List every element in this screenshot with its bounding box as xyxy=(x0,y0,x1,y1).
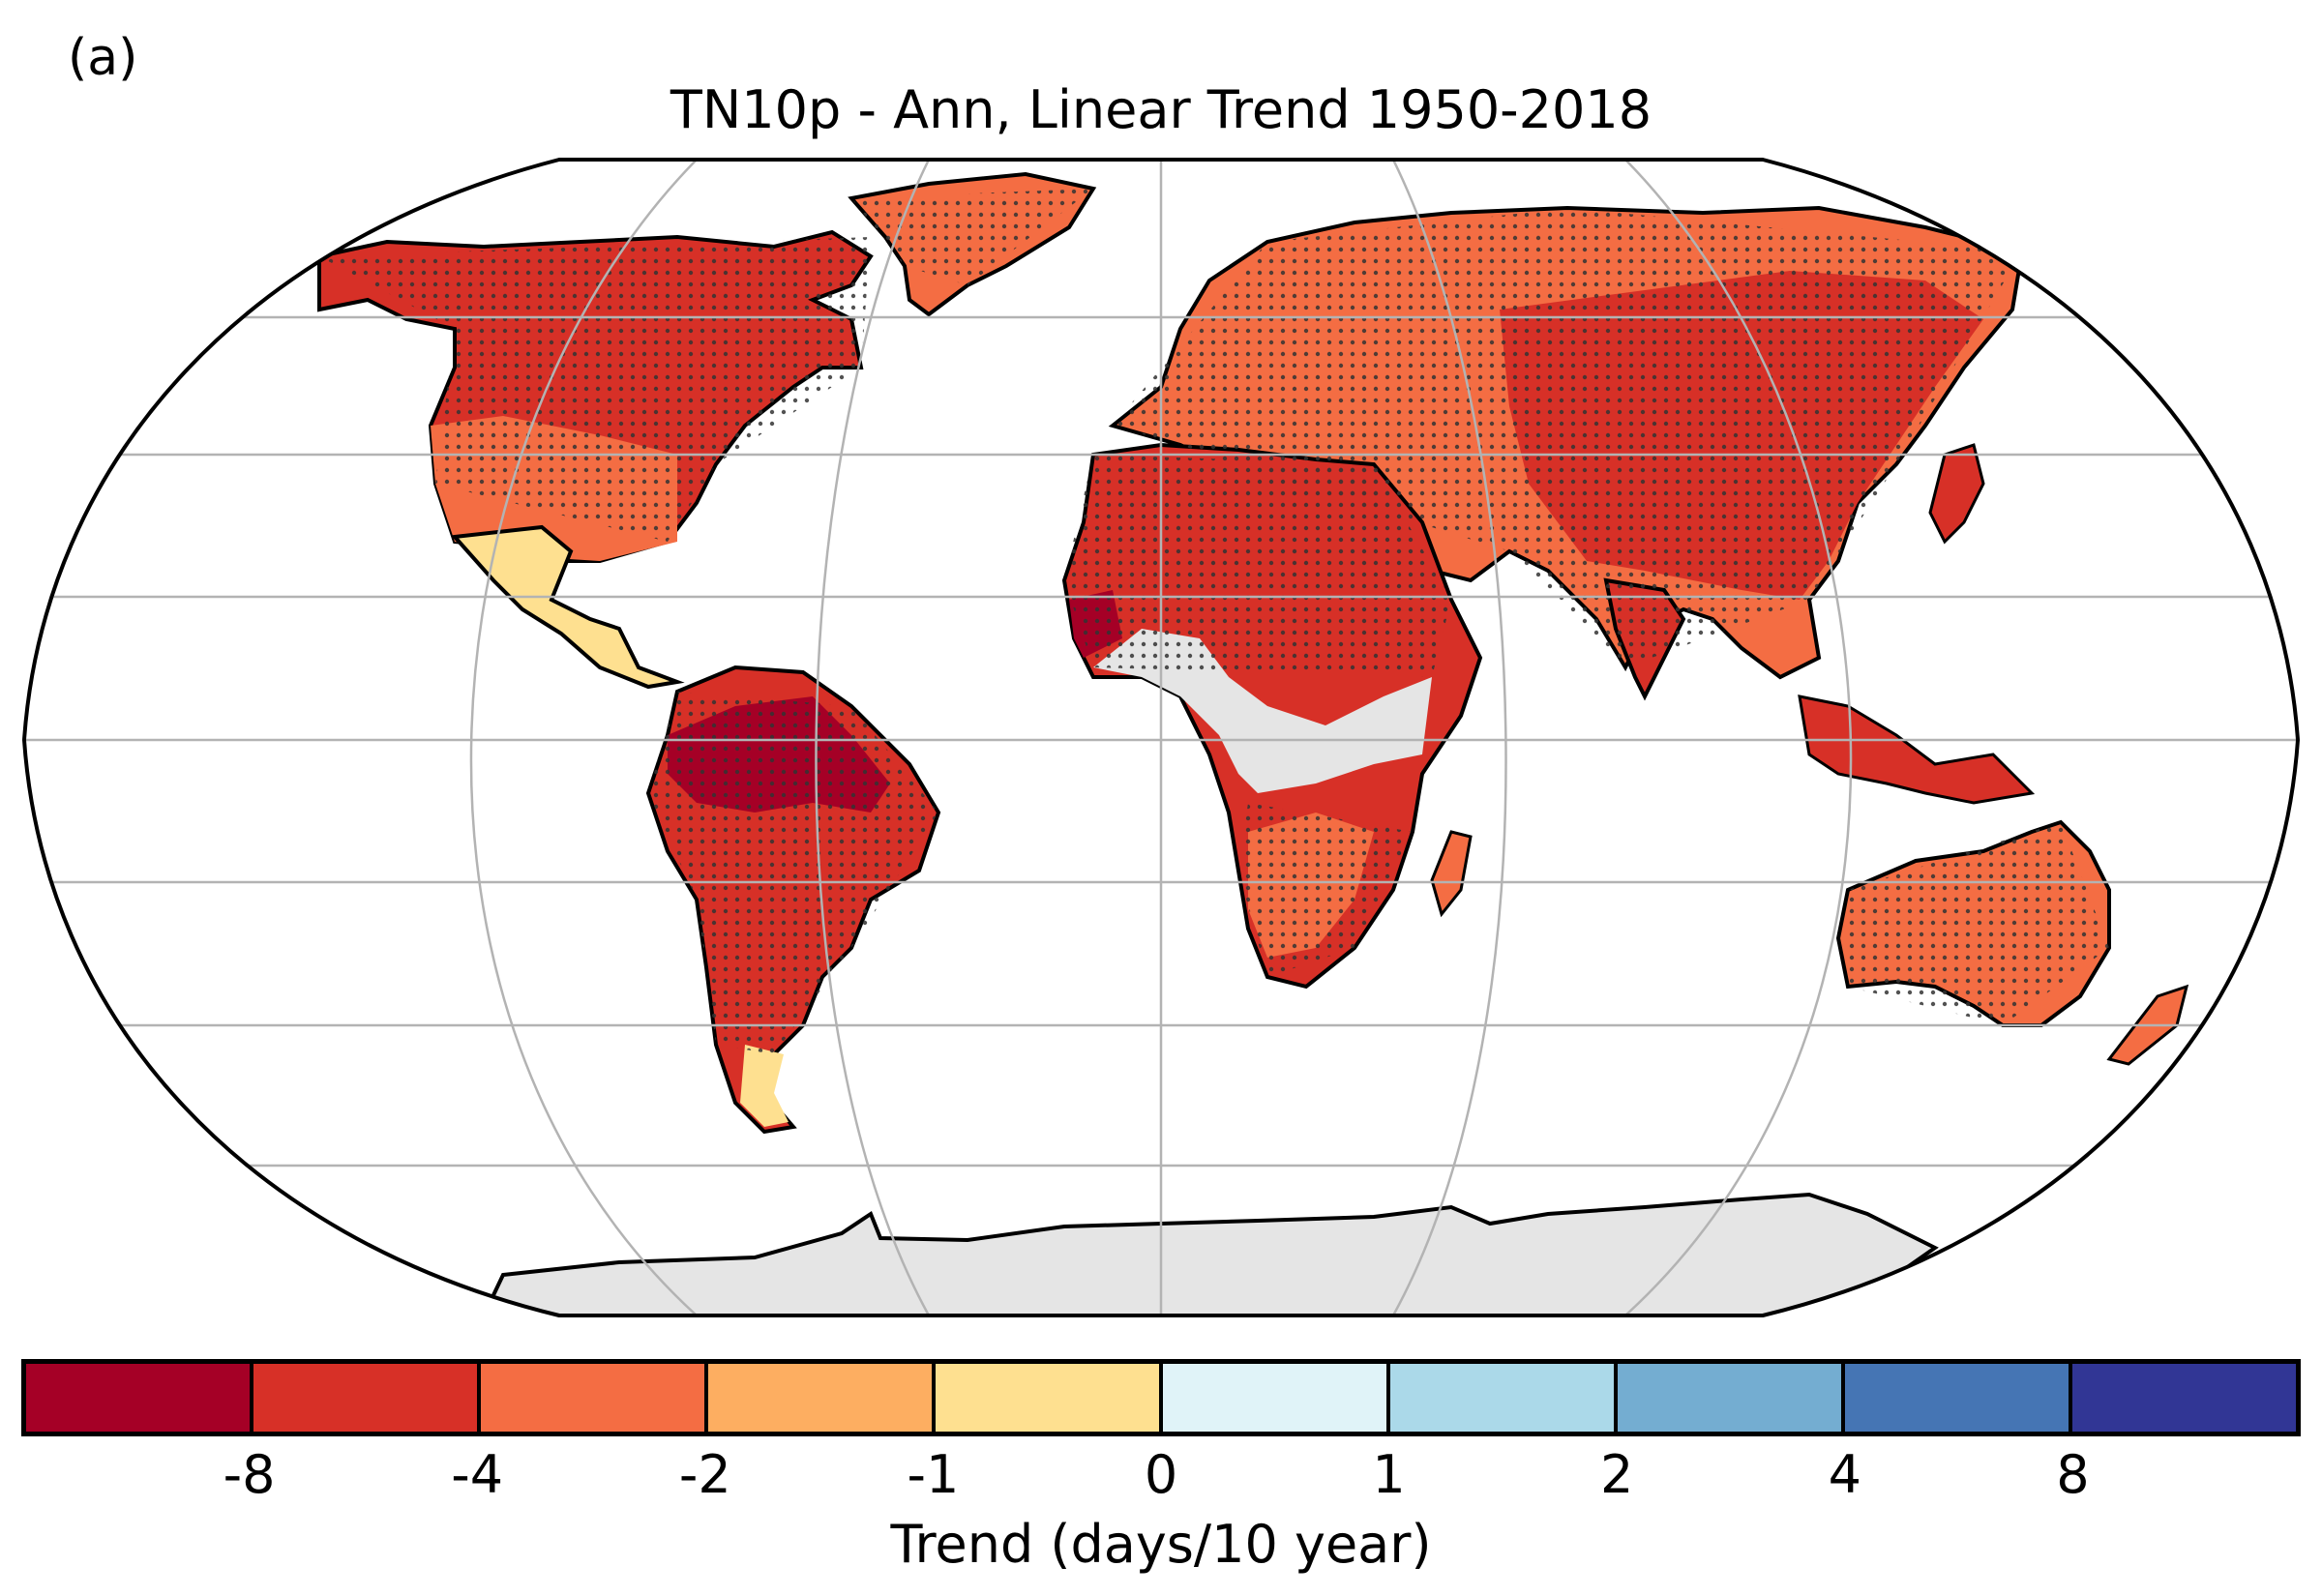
colorbar-tick-label: -2 xyxy=(678,1444,731,1505)
colorbar-tick-label: -1 xyxy=(907,1444,960,1505)
graticule xyxy=(24,160,2298,1315)
colorbar-tick-label: 1 xyxy=(1372,1444,1406,1505)
region-se-asia-islands xyxy=(1798,695,2036,805)
map-title: TN10p - Ann, Linear Trend 1950-2018 xyxy=(670,79,1652,140)
significance-stipple xyxy=(319,189,2109,1054)
colorbar-bin xyxy=(26,1364,253,1432)
region-mexico xyxy=(450,524,685,690)
colorbar-tick-label: -8 xyxy=(223,1444,276,1505)
colorbar xyxy=(21,1359,2301,1436)
world-map xyxy=(21,158,2301,1317)
colorbar-bin xyxy=(936,1364,1163,1432)
colorbar-tick-label: 0 xyxy=(1144,1444,1178,1505)
colorbar-bin xyxy=(708,1364,936,1432)
colorbar-tick-label: -4 xyxy=(451,1444,504,1505)
region-patagonia xyxy=(740,1045,789,1127)
colorbar-bin xyxy=(481,1364,708,1432)
colorbar-bin xyxy=(1618,1364,1845,1432)
region-madagascar xyxy=(1430,830,1473,918)
map-outline xyxy=(21,158,2301,1317)
colorbar-tick-label: 2 xyxy=(1600,1444,1634,1505)
panel-label: (a) xyxy=(68,29,138,87)
region-antarctica xyxy=(480,1192,1939,1315)
colorbar-bin xyxy=(1163,1364,1390,1432)
colorbar-ticks: -8 -4 -2 -1 0 1 2 4 8 xyxy=(21,1436,2301,1505)
colorbar-bin xyxy=(1845,1364,2072,1432)
region-japan xyxy=(1928,443,1985,545)
colorbar-bin xyxy=(1390,1364,1618,1432)
colorbar-tick-label: 4 xyxy=(1828,1444,1861,1505)
colorbar-bin xyxy=(2072,1364,2296,1432)
colorbar-bin xyxy=(253,1364,481,1432)
colorbar-label: Trend (days/10 year) xyxy=(890,1514,1432,1575)
colorbar-tick-label: 8 xyxy=(2056,1444,2090,1505)
